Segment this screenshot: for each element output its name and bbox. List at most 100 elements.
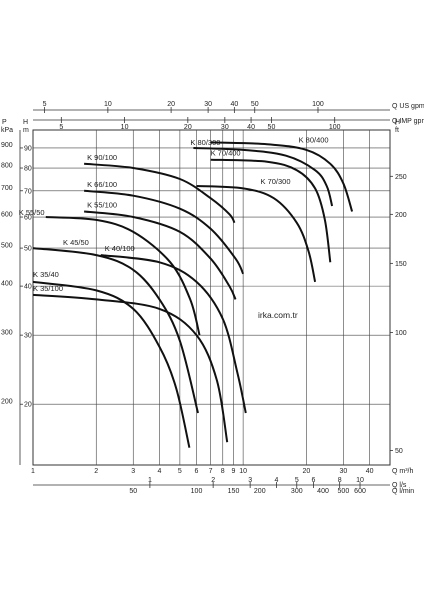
- m3h-tick-label: 8: [221, 468, 225, 475]
- curve-k-55-100: [83, 210, 237, 300]
- us-gpm-tick-label: 100: [312, 101, 324, 108]
- m-axis-label-top: H: [23, 119, 28, 126]
- curve-label-k-35-40: K 35/40: [33, 270, 59, 279]
- kpa-axis-label-top: P: [2, 119, 7, 126]
- curve-k-80-300: [193, 147, 334, 207]
- us-gpm-tick-label: 40: [230, 101, 238, 108]
- m3h-tick-label: 20: [302, 468, 310, 475]
- imp-gpm-axis-label: Q IMP gpm: [392, 118, 424, 125]
- curve-k-70-300: [196, 185, 317, 283]
- m3h-tick-label: 3: [131, 468, 135, 475]
- ls-tick-label: 2: [211, 477, 215, 484]
- curve-label-k-55-100: K 55/100: [87, 200, 117, 209]
- us-gpm-tick-label: 5: [43, 101, 47, 108]
- kpa-tick-label: 500: [1, 242, 13, 249]
- kpa-axis-label-bottom: kPa: [1, 127, 13, 134]
- m-tick-label: 90: [24, 145, 32, 152]
- curve-k-35-40: [32, 280, 191, 448]
- ls-tick-label: 1: [148, 477, 152, 484]
- m-tick-label: 20: [24, 402, 32, 409]
- kpa-tick-label: 700: [1, 185, 13, 192]
- ft-tick-label: 50: [395, 448, 403, 455]
- us-gpm-tick-label: 20: [167, 101, 175, 108]
- ls-tick-label: 3: [248, 477, 252, 484]
- m-tick-label: 70: [24, 188, 32, 195]
- curve-label-k-40-100: K 40/100: [105, 244, 135, 253]
- curve-label-k-35-100: K 35/100: [33, 284, 63, 293]
- curve-label-k-90-100: K 90/100: [87, 153, 117, 162]
- curve-label-k-45-50: K 45/50: [63, 238, 89, 247]
- kpa-tick-label: 800: [1, 162, 13, 169]
- curve-k-40-100: [100, 254, 247, 414]
- m3h-tick-label: 7: [209, 468, 213, 475]
- ft-axis-label-bottom: ft: [395, 127, 399, 134]
- curve-k-35-100: [32, 293, 229, 443]
- lmin-tick-label: 50: [129, 488, 137, 495]
- m3h-tick-label: 1: [31, 468, 35, 475]
- lmin-tick-label: 100: [191, 488, 203, 495]
- m3h-axis-label: Q m³/h: [392, 468, 413, 475]
- curve-label-k-66-100: K 66/100: [87, 180, 117, 189]
- imp-gpm-tick-label: 30: [221, 124, 229, 131]
- ls-tick-label: 10: [356, 477, 364, 484]
- us-gpm-tick-label: 10: [104, 101, 112, 108]
- us-gpm-axis-label: Q US gpm: [392, 103, 424, 110]
- lmin-tick-label: 600: [354, 488, 366, 495]
- lmin-tick-label: 200: [254, 488, 266, 495]
- imp-gpm-tick-label: 10: [121, 124, 129, 131]
- imp-gpm-tick-label: 20: [184, 124, 192, 131]
- lmin-tick-label: 150: [228, 488, 240, 495]
- curve-label-k-80-300: K 80/300: [190, 138, 220, 147]
- curve-k-80-400: [210, 141, 354, 212]
- lmin-tick-label: 500: [338, 488, 350, 495]
- m-tick-label: 50: [24, 246, 32, 253]
- imp-gpm-tick-label: 50: [268, 124, 276, 131]
- m3h-tick-label: 10: [239, 468, 247, 475]
- m3h-tick-label: 30: [339, 468, 347, 475]
- curve-k-70-400: [210, 158, 332, 263]
- curve-label-k-80-400: K 80/400: [299, 135, 329, 144]
- curve-k-66-100: [84, 189, 245, 275]
- us-gpm-tick-label: 50: [251, 101, 259, 108]
- ls-tick-label: 8: [338, 477, 342, 484]
- m-tick-label: 60: [24, 215, 32, 222]
- ls-axis-label: Q l/s: [392, 482, 407, 489]
- ft-tick-label: 200: [395, 212, 407, 219]
- kpa-tick-label: 900: [1, 142, 13, 149]
- kpa-tick-label: 300: [1, 329, 13, 336]
- m3h-tick-label: 6: [195, 468, 199, 475]
- m3h-tick-label: 40: [366, 468, 374, 475]
- kpa-tick-label: 600: [1, 211, 13, 218]
- m3h-tick-label: 2: [94, 468, 98, 475]
- curve-label-k-55-50: K 55/50: [19, 208, 45, 217]
- lmin-tick-label: 300: [291, 488, 303, 495]
- ls-tick-label: 6: [311, 477, 315, 484]
- imp-gpm-tick-label: 40: [247, 124, 255, 131]
- imp-gpm-tick-label: 100: [329, 124, 341, 131]
- m-tick-label: 80: [24, 166, 32, 173]
- curve-k-55-50: [45, 216, 201, 336]
- m3h-tick-label: 4: [158, 468, 162, 475]
- m-axis-label-bottom: m: [23, 127, 29, 134]
- kpa-tick-label: 200: [1, 398, 13, 405]
- m3h-tick-label: 5: [178, 468, 182, 475]
- imp-gpm-tick-label: 5: [59, 124, 63, 131]
- kpa-tick-label: 400: [1, 280, 13, 287]
- curve-k-90-100: [84, 162, 236, 224]
- curve-k-45-50: [32, 247, 199, 414]
- ft-tick-label: 100: [395, 330, 407, 337]
- lmin-tick-label: 400: [317, 488, 329, 495]
- m-tick-label: 30: [24, 333, 32, 340]
- ls-tick-label: 4: [274, 477, 278, 484]
- us-gpm-tick-label: 30: [204, 101, 212, 108]
- ft-tick-label: 150: [395, 261, 407, 268]
- m-tick-label: 40: [24, 284, 32, 291]
- lmin-axis-label: Q l/min: [392, 488, 414, 495]
- ft-tick-label: 250: [395, 174, 407, 181]
- curve-label-k-70-300: K 70/300: [261, 177, 291, 186]
- curve-label-k-70-400: K 70/400: [211, 149, 241, 158]
- watermark: irka.com.tr: [258, 310, 298, 320]
- ls-tick-label: 5: [295, 477, 299, 484]
- ft-axis-label-top: H: [395, 119, 400, 126]
